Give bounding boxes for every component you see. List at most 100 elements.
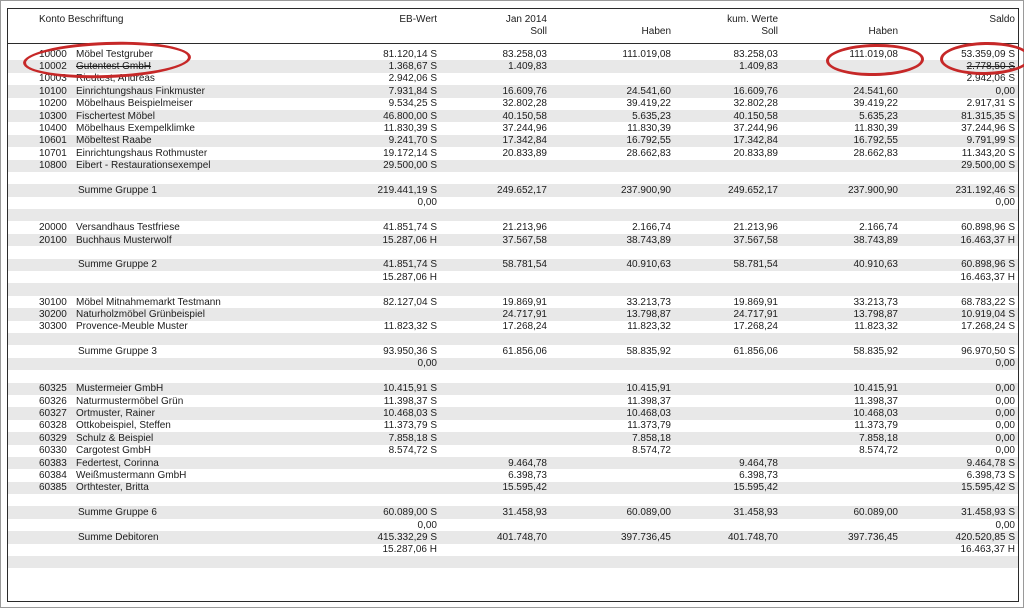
cell-jhaben: 38.743,89 (626, 234, 672, 246)
cell-ksoll: 249.652,17 (727, 184, 778, 196)
table-row-10601: 10601 Möbeltest Raabe 9.241,70 S 17.342,84 1… (8, 134, 1018, 148)
cell-saldo: 2.942,06 S (966, 73, 1015, 85)
blank-row (8, 556, 1018, 569)
cell-jhaben: 8.574,72 (632, 445, 671, 457)
table-row-30200: 30200 Naturholzmöbel Grünbeispiel 24.717,9… (8, 308, 1018, 321)
cell-khaben: 13.798,87 (853, 308, 899, 320)
cell-konto-beschriftung: 10800 Eibert - Restaurationsexempel (8, 160, 338, 171)
table-row: Summe Gruppe 2 41.851,74 S 58.781,54 40.910… (8, 258, 1018, 272)
cell-saldo: 6.398,73 S (966, 469, 1015, 481)
cell-konto-beschriftung: 10701 Einrichtungshaus Rothmuster (8, 148, 338, 159)
blank-row (8, 246, 1018, 258)
cell-konto-beschriftung: 10100 Einrichtungshaus Finkmuster (8, 86, 338, 97)
cell-saldo: 2.778,50 S (966, 61, 1015, 73)
cell-konto-beschriftung: 60330 Cargotest GmbH (8, 445, 338, 456)
col-header-saldo: Saldo (989, 13, 1015, 25)
cell-jsoll: 16.609,76 (502, 85, 548, 97)
table-row-10100: 10100 Einrichtungshaus Finkmuster 7.931,84… (8, 85, 1018, 98)
cell-khaben: 7.858,18 (859, 432, 898, 444)
account-name: Buchhaus Musterwolf (76, 234, 172, 246)
account-name: Gutentest GmbH (76, 61, 152, 73)
cell-khaben: 39.419,22 (853, 98, 899, 110)
blank-row (8, 172, 1018, 184)
table-row-10200: 10200 Möbelhaus Beispielmeiser 9.534,25 S 3… (8, 98, 1018, 110)
cell-konto-beschriftung: Summe Debitoren (8, 532, 338, 543)
cell-eb: 10.468,03 S (383, 408, 437, 420)
account-name: Versandhaus Testfriese (76, 222, 180, 234)
cell-eb: 15.287,06 H (382, 271, 438, 283)
header-line-2: Soll Haben Soll Haben (8, 25, 1018, 37)
account-name: Fischertest Möbel (76, 110, 155, 122)
cell-ksoll: 31.458,93 (733, 507, 779, 519)
account-number: 10800 (39, 160, 67, 172)
cell-ksoll: 21.213,96 (733, 222, 779, 234)
table-row-60326: 60326 Naturmustermöbel Grün 11.398,37 S 11.… (8, 395, 1018, 407)
cell-jsoll: 37.567,58 (502, 234, 548, 246)
cell-jhaben: 11.823,32 (627, 321, 671, 333)
table-header: Konto Beschriftung EB-Wert Jan 2014 kum.… (8, 13, 1018, 37)
cell-khaben: 10.415,91 (853, 383, 899, 395)
cell-jhaben: 2.166,74 (632, 222, 671, 234)
col-header-konto: Konto Beschriftung (39, 13, 124, 25)
col-header-kum-haben: Haben (868, 25, 898, 37)
cell-khaben: 10.468,03 (853, 408, 899, 420)
cell-eb: 41.851,74 S (383, 222, 437, 234)
cell-eb: 0,00 (417, 519, 437, 531)
cell-khaben: 11.823,32 (854, 321, 898, 333)
account-name: Naturholzmöbel Grünbeispiel (76, 308, 205, 320)
cell-khaben: 38.743,89 (853, 234, 899, 246)
cell-saldo: 60.898,96 S (961, 222, 1015, 234)
cell-saldo: 0,00 (995, 519, 1015, 531)
cell-konto-beschriftung: Summe Gruppe 1 (8, 185, 338, 196)
cell-saldo: 231.192,46 S (955, 184, 1016, 196)
table-row-10300: 10300 Fischertest Möbel 46.800,00 S 40.150,… (8, 109, 1018, 123)
cell-jsoll: 17.342,84 (502, 135, 548, 147)
cell-jhaben: 40.910,63 (626, 259, 672, 271)
blank-row (8, 370, 1018, 382)
cell-eb: 9.241,70 S (388, 135, 437, 147)
cell-jhaben: 10.415,91 (626, 383, 672, 395)
cell-jsoll: 17.268,24 (502, 321, 548, 333)
table-row-10400: 10400 Möbelhaus Exempelklimke 11.830,39 S 3… (8, 122, 1018, 134)
table-row-10000: 10000 Möbel Testgruber 81.120,14 S 83.258,0… (8, 48, 1018, 60)
blank-row (8, 209, 1018, 222)
account-name: Möbel Mitnahmemarkt Testmann (76, 296, 221, 308)
cell-konto-beschriftung: 20000 Versandhaus Testfriese (8, 222, 338, 233)
cell-konto-beschriftung: 60327 Ortmuster, Rainer (8, 408, 338, 419)
cell-eb: 29.500,00 S (383, 160, 437, 172)
cell-jsoll: 24.717,91 (502, 308, 548, 320)
account-name: Weißmustermann GmbH (76, 469, 187, 481)
account-name: Einrichtungshaus Finkmuster (76, 85, 205, 97)
cell-saldo: 16.463,37 H (960, 544, 1016, 556)
account-name: Cargotest GmbH (76, 445, 152, 457)
cell-jhaben: 11.830,39 (627, 123, 671, 135)
account-number: 10701 (39, 147, 67, 159)
col-header-period-haben: Haben (641, 25, 671, 37)
cell-khaben: 40.910,63 (853, 259, 899, 271)
account-number: 20000 (39, 222, 67, 234)
account-name: Federtest, Corinna (76, 457, 159, 469)
cell-saldo: 96.970,50 S (961, 346, 1015, 358)
cell-ksoll: 9.464,78 (739, 457, 778, 469)
account-number: 60328 (39, 420, 67, 432)
cell-jhaben: 11.373,79 (627, 420, 671, 432)
cell-ksoll: 6.398,73 (739, 469, 778, 481)
cell-ksoll: 16.609,76 (733, 85, 779, 97)
account-name: Ortmuster, Rainer (76, 408, 155, 420)
cell-saldo: 0,00 (995, 408, 1015, 420)
account-number: 60329 (39, 432, 67, 444)
cell-ksoll: 58.781,54 (733, 259, 779, 271)
cell-eb: 60.089,00 S (383, 507, 437, 519)
cell-jsoll: 37.244,96 (502, 123, 548, 135)
cell-eb: 93.950,36 S (383, 346, 437, 358)
cell-konto-beschriftung: 10002 Gutentest GmbH (8, 61, 338, 72)
cell-konto-beschriftung: Summe Gruppe 2 (8, 259, 338, 270)
col-header-kum-soll: Soll (761, 25, 778, 37)
cell-eb: 7.858,18 S (388, 432, 437, 444)
cell-konto-beschriftung: 10300 Fischertest Möbel (8, 111, 338, 122)
table-row-60329: 60329 Schulz & Beispiel 7.858,18 S 7.858,18… (8, 432, 1018, 445)
account-name: Einrichtungshaus Rothmuster (76, 147, 208, 159)
cell-khaben: 8.574,72 (859, 445, 898, 457)
cell-konto-beschriftung: 60385 Orthtester, Britta (8, 482, 338, 493)
cell-khaben: 11.398,37 (854, 395, 898, 407)
